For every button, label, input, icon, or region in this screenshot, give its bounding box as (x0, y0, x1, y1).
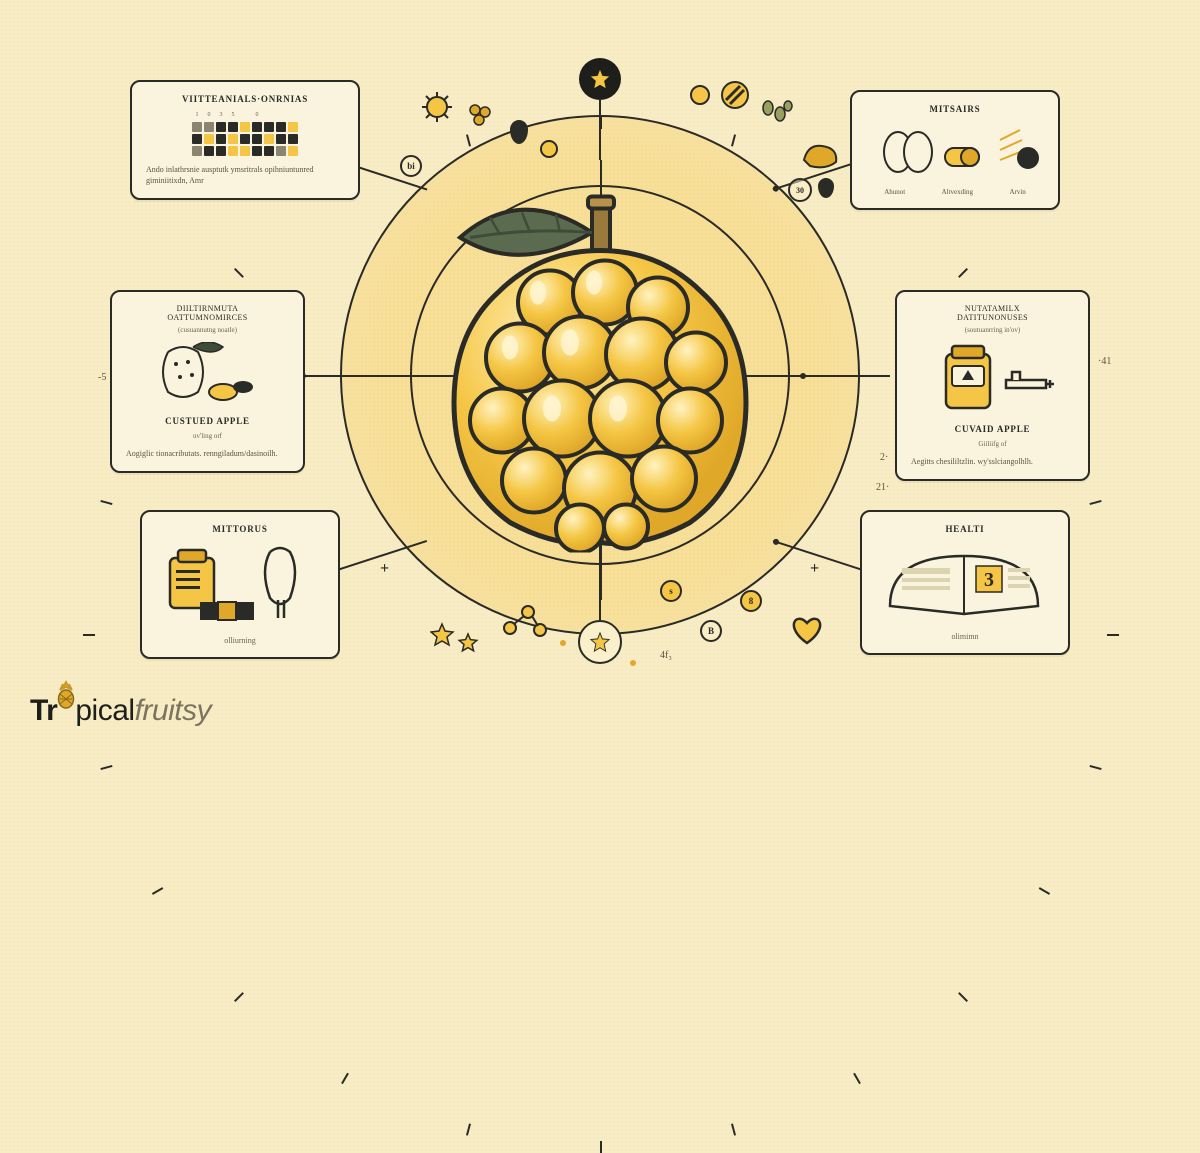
star-badge-bottom (578, 620, 622, 664)
side-num-r3: 21· (876, 482, 889, 493)
card-title: CUVAID APPLE (911, 424, 1074, 434)
seeds-icon (760, 100, 794, 129)
logo-mid: pical (75, 694, 134, 728)
star-badge-top (579, 58, 621, 100)
virus-icon (420, 90, 454, 129)
card-illus (911, 342, 1074, 420)
card-title: VIITTEANIALS·ONRNIAS (146, 94, 344, 104)
card-custard-left: DIILTIRNMUTA OATTUMNOMIRCES (cusuannutng… (110, 290, 305, 473)
coin-icon (690, 85, 710, 105)
spark (560, 640, 566, 646)
card-title: MITSAIRS (866, 104, 1044, 114)
logo-pre: Tr (30, 694, 57, 728)
spark (630, 660, 636, 666)
plus-icon: + (380, 560, 389, 578)
badge-8: 8 (740, 590, 762, 612)
card-title2: uv'ling orf (126, 432, 289, 440)
vline-top (599, 100, 601, 160)
badge-s: s (660, 580, 682, 602)
dot-icon (540, 140, 558, 158)
card-health: HEALTI 3 olimimn (860, 510, 1070, 655)
heart-icon (790, 615, 824, 650)
stripes-icon (720, 80, 750, 115)
card-sub2: (soutuanrring in'ov) (911, 326, 1074, 334)
side-num-r1: ·41 (1098, 356, 1111, 367)
card-illus (866, 120, 1044, 184)
card-title: HEALTI (876, 524, 1054, 534)
badge-B: B (700, 620, 722, 642)
cluster-icon (465, 100, 493, 133)
card-title2: Giiliifg of (911, 440, 1074, 448)
card-custard-right: NUTATAMILX DATITUNONUSES (soutuanrring i… (895, 290, 1090, 481)
card-illus (156, 540, 324, 630)
card-vitamins: VIITTEANIALS·ONRNIAS 10350 Ando inlathrs… (130, 80, 360, 200)
card-mitsairs: MITSAIRS Ahunot Altvexding Arvin (850, 90, 1060, 210)
pineapple-icon (55, 680, 77, 715)
badge-bi: bi (400, 155, 422, 177)
custard-apple-illustration (430, 193, 770, 558)
card-illus: 3 (876, 540, 1054, 626)
card-title: CUSTUED APPLE (126, 416, 289, 426)
card-illus (126, 342, 289, 412)
card-title: MITTORUS (156, 524, 324, 534)
svg-text:3: 3 (984, 569, 994, 591)
stars-cluster (430, 620, 490, 665)
card-body: Aogiglic tionacributats. renngiladum/das… (126, 448, 289, 459)
side-num-r2: 2· (880, 452, 888, 463)
leader-c4 (800, 375, 890, 377)
card-mittorus: MITTORUS olliurning (140, 510, 340, 659)
brand-logo: Tr pical fruitsy (30, 690, 211, 728)
rock-icon (800, 140, 840, 175)
card-items: Ahunot Altvexding Arvin (866, 188, 1044, 196)
leader-c3 (300, 375, 390, 377)
infographic-stage: VIITTEANIALS·ONRNIAS 10350 Ando inlathrs… (0, 0, 1200, 750)
card-body: Aegitts chesililtzlin. wy'sslciangolhlh. (911, 456, 1074, 467)
badge-num: 30 (788, 178, 812, 202)
card-sub2: (cusuannutng noatle) (126, 326, 289, 334)
mini-grid: 10350 (146, 110, 344, 156)
plus-icon: + (810, 560, 819, 578)
formula-label: 4f₃ (660, 650, 672, 661)
drop-icon (818, 178, 834, 198)
card-caption: olimimn (876, 632, 1054, 641)
molecule-icon (500, 600, 550, 645)
card-sub: NUTATAMILX DATITUNONUSES (911, 304, 1074, 322)
logo-suf: fruitsy (135, 694, 212, 728)
card-body: Ando inlathrsnie ausptutk ymsritrals opi… (146, 164, 344, 186)
card-sub: DIILTIRNMUTA OATTUMNOMIRCES (126, 304, 289, 322)
card-caption: olliurning (156, 636, 324, 645)
side-num-left: -5 (98, 372, 106, 383)
